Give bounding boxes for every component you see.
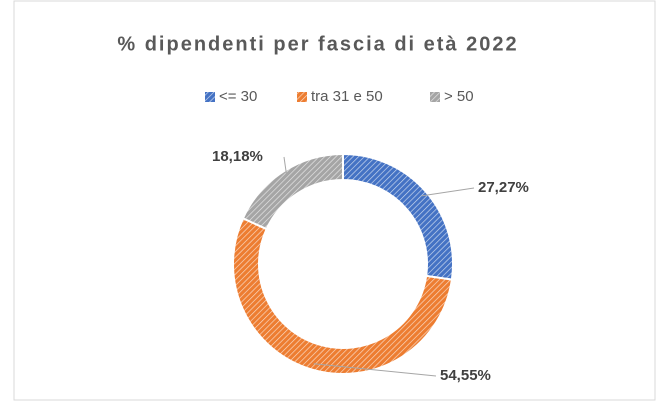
- data-label: 18,18%: [212, 148, 263, 165]
- legend-swatch: [205, 92, 215, 102]
- legend-label: tra 31 e 50: [311, 88, 383, 105]
- data-label: 54,55%: [440, 367, 491, 384]
- leader-line: [283, 156, 288, 177]
- legend: <= 30 tra 31 e 50 > 50: [205, 88, 474, 105]
- data-label: 27,27%: [478, 179, 529, 196]
- chart-frame: [13, 0, 656, 401]
- legend-swatch: [297, 92, 307, 102]
- leader-line: [421, 187, 475, 197]
- plot: 27,27% 54,55% 18,18%: [212, 148, 529, 384]
- chart-title: % dipendenti per fascia di età 2022: [117, 33, 518, 55]
- legend-swatch: [430, 92, 440, 102]
- donut-segment: [232, 216, 454, 375]
- legend-label: <= 30: [219, 88, 257, 105]
- donut-segment: [241, 152, 344, 231]
- legend-label: > 50: [444, 88, 474, 105]
- leader-line: [313, 363, 437, 377]
